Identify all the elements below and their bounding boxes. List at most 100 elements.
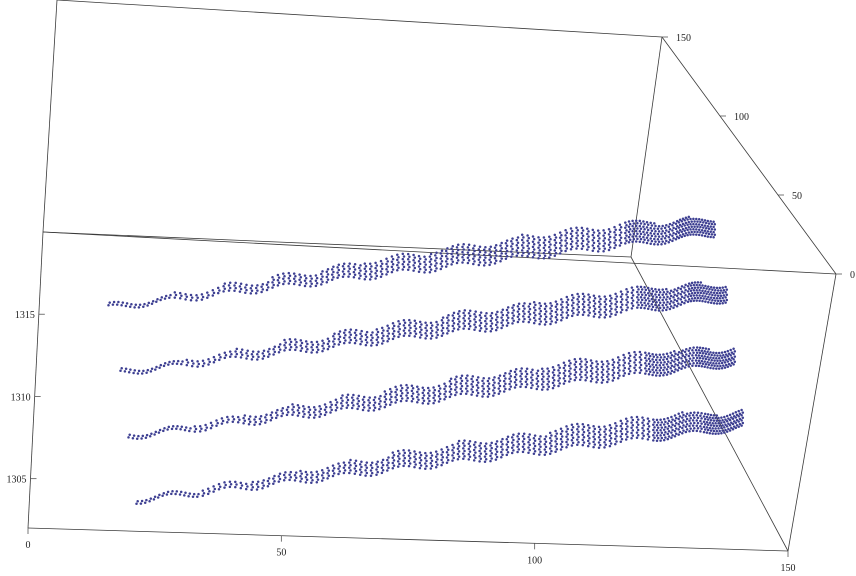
data-point-series-3	[615, 435, 618, 438]
data-point-series-0	[477, 253, 481, 256]
data-point-series-0	[586, 237, 589, 241]
data-point-series-3	[521, 440, 525, 443]
data-point-series-1	[692, 299, 696, 302]
data-point-series-1	[398, 322, 401, 326]
data-point-series-1	[724, 285, 727, 289]
data-point-series-0	[628, 238, 632, 241]
data-point-series-2	[471, 375, 475, 378]
data-point-series-1	[338, 340, 342, 344]
data-point-series-0	[505, 244, 509, 248]
data-point-series-3	[452, 456, 455, 460]
data-point-series-3	[244, 487, 248, 491]
data-point-series-1	[474, 320, 477, 324]
data-point-series-1	[672, 296, 675, 299]
data-point-series-2	[651, 358, 654, 361]
data-point-series-2	[606, 359, 609, 363]
data-point-series-2	[719, 359, 722, 363]
data-point-series-3	[681, 416, 684, 419]
data-point-series-2	[703, 355, 706, 358]
data-point-series-0	[292, 272, 296, 275]
data-point-series-0	[661, 229, 664, 233]
data-point-series-0	[390, 255, 394, 258]
data-point-series-1	[693, 286, 697, 289]
data-point-series-1	[643, 286, 646, 289]
data-point-series-3	[528, 433, 531, 436]
data-point-series-0	[569, 242, 573, 246]
data-point-series-3	[490, 457, 493, 460]
data-point-series-2	[712, 367, 715, 370]
data-point-series-2	[618, 358, 621, 362]
data-point-series-1	[467, 327, 471, 331]
data-point-series-3	[727, 417, 730, 420]
data-point-series-2	[438, 397, 442, 401]
data-point-series-2	[730, 361, 734, 365]
data-point-series-3	[391, 456, 395, 460]
data-point-series-2	[681, 354, 684, 358]
data-point-series-0	[624, 242, 627, 245]
data-point-series-0	[687, 220, 691, 224]
data-point-series-0	[493, 256, 497, 260]
data-point-series-1	[711, 293, 714, 297]
data-point-series-3	[239, 486, 243, 490]
data-point-series-3	[656, 431, 660, 435]
data-point-series-3	[434, 455, 438, 459]
data-point-series-0	[424, 263, 427, 266]
data-point-series-1	[561, 300, 564, 304]
data-point-series-0	[660, 232, 663, 236]
data-point-series-0	[234, 281, 237, 285]
data-point-series-2	[606, 370, 609, 373]
data-point-series-2	[254, 420, 257, 424]
data-point-series-2	[562, 366, 566, 370]
data-point-series-3	[603, 430, 606, 434]
data-point-series-1	[479, 316, 483, 320]
data-point-series-1	[353, 341, 357, 345]
data-point-series-1	[429, 337, 433, 340]
data-point-series-3	[693, 411, 696, 414]
data-point-series-3	[725, 430, 729, 433]
data-point-series-3	[370, 461, 374, 464]
data-point-series-2	[535, 377, 539, 380]
data-point-series-3	[711, 427, 714, 430]
data-point-series-0	[627, 241, 631, 244]
data-point-series-2	[546, 388, 549, 391]
data-point-series-3	[674, 432, 678, 435]
data-point-series-3	[673, 424, 677, 428]
data-point-series-1	[705, 287, 708, 290]
data-point-series-0	[499, 244, 502, 247]
data-point-series-3	[576, 443, 579, 447]
data-point-series-3	[331, 464, 335, 467]
data-point-series-0	[677, 221, 681, 224]
data-point-series-0	[249, 286, 253, 290]
data-point-series-2	[726, 360, 730, 363]
data-point-series-1	[473, 323, 476, 326]
data-point-series-0	[602, 249, 605, 253]
data-point-series-1	[311, 343, 315, 346]
data-point-series-0	[624, 231, 627, 235]
data-point-series-3	[326, 471, 329, 475]
data-point-series-0	[703, 234, 707, 238]
data-point-series-3	[636, 428, 640, 432]
data-point-series-0	[446, 252, 449, 255]
data-point-series-2	[536, 385, 540, 388]
data-point-series-1	[463, 324, 467, 328]
data-point-series-1	[650, 308, 654, 311]
data-point-series-2	[372, 409, 376, 412]
data-point-series-0	[375, 274, 379, 278]
data-point-series-3	[387, 461, 390, 464]
data-point-series-0	[238, 290, 242, 293]
data-point-series-1	[549, 307, 552, 310]
data-point-series-1	[615, 295, 619, 298]
data-point-series-0	[440, 265, 444, 268]
data-point-series-2	[546, 377, 549, 381]
data-point-series-1	[543, 307, 547, 311]
data-point-series-1	[620, 292, 624, 296]
data-point-series-1	[715, 297, 719, 300]
data-point-series-1	[588, 306, 591, 309]
data-point-series-3	[456, 447, 460, 451]
data-point-series-0	[695, 217, 698, 221]
data-point-series-0	[554, 246, 558, 250]
data-point-series-3	[586, 439, 590, 443]
data-point-series-3	[239, 481, 243, 485]
data-point-series-2	[378, 397, 381, 400]
data-point-series-3	[717, 421, 720, 425]
